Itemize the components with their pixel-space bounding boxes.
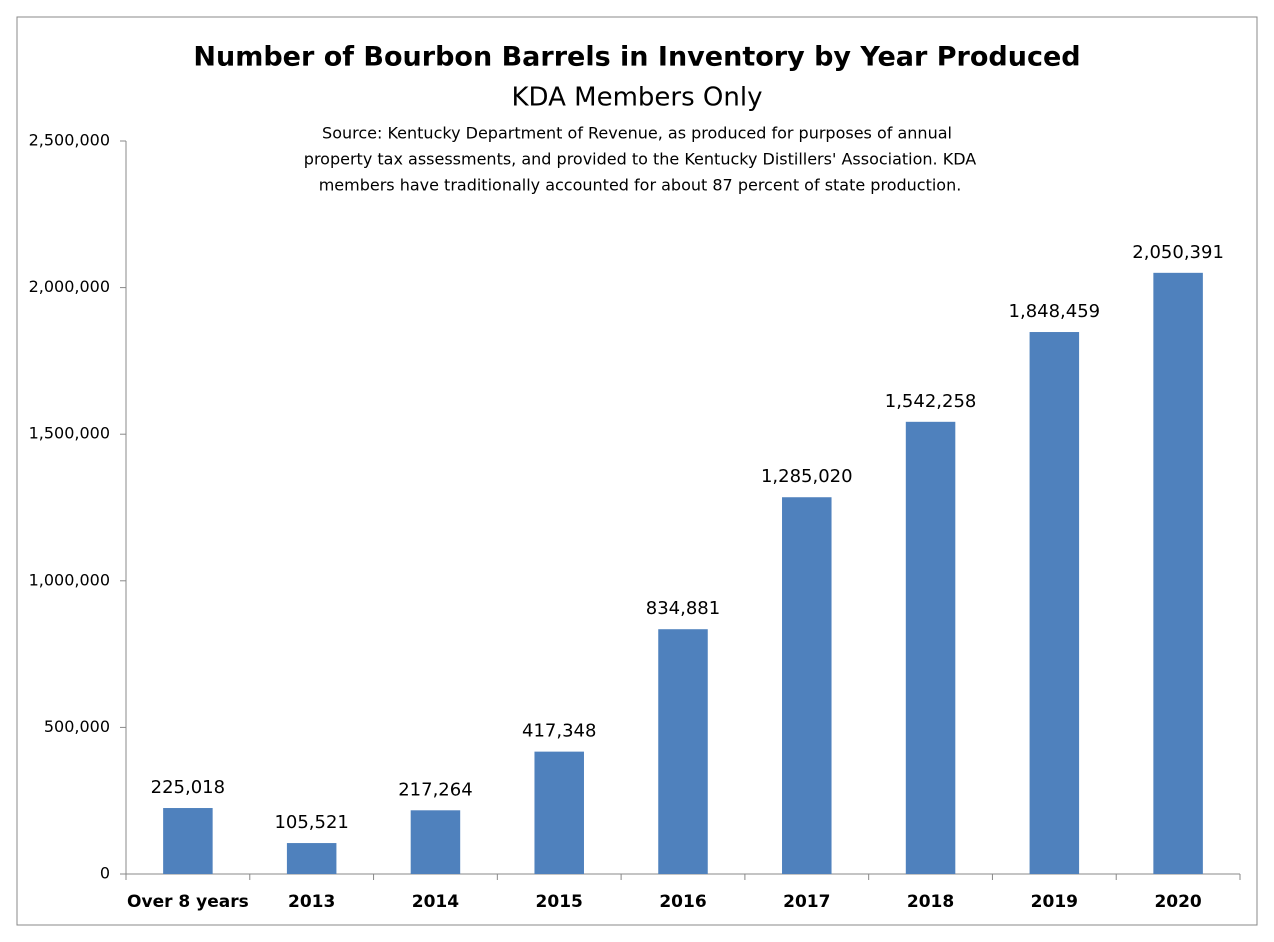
bar xyxy=(658,629,708,874)
chart-subtitle: KDA Members Only xyxy=(512,83,763,113)
data-label: 105,521 xyxy=(274,812,348,833)
data-label: 834,881 xyxy=(646,598,720,619)
x-tick-label: 2014 xyxy=(412,892,459,912)
data-label: 1,285,020 xyxy=(761,466,853,487)
data-label: 417,348 xyxy=(522,721,596,742)
x-tick-label: 2019 xyxy=(1031,892,1078,912)
x-tick-label: 2017 xyxy=(783,892,830,912)
data-label: 217,264 xyxy=(398,779,472,800)
bar xyxy=(410,810,461,874)
x-tick-label: 2013 xyxy=(288,892,335,912)
chart-title: Number of Bourbon Barrels in Inventory b… xyxy=(193,42,1080,73)
bar xyxy=(534,751,584,874)
y-tick-label: 500,000 xyxy=(44,717,110,736)
data-label: 2,050,391 xyxy=(1132,242,1224,263)
y-tick-label: 1,000,000 xyxy=(29,570,110,589)
y-tick-label: 1,500,000 xyxy=(29,424,110,443)
bar xyxy=(1153,272,1203,875)
bar xyxy=(782,497,832,874)
x-tick-label: 2016 xyxy=(659,892,706,912)
source-note: property tax assessments, and provided t… xyxy=(304,150,976,169)
y-tick-label: 2,500,000 xyxy=(29,131,110,150)
x-tick-label: 2018 xyxy=(907,892,954,912)
bar xyxy=(1029,332,1080,874)
data-label: 1,848,459 xyxy=(1009,301,1101,322)
bar xyxy=(905,421,956,874)
y-tick-label: 2,000,000 xyxy=(29,277,110,296)
source-note: Source: Kentucky Department of Revenue, … xyxy=(322,124,952,143)
x-tick-label: 2020 xyxy=(1154,892,1201,912)
bar xyxy=(163,808,213,874)
y-tick-label: 0 xyxy=(100,864,110,883)
bar xyxy=(286,843,337,874)
data-label: 1,542,258 xyxy=(885,391,977,412)
data-label: 225,018 xyxy=(151,777,225,798)
x-tick-label: 2015 xyxy=(536,892,583,912)
x-tick-label: Over 8 years xyxy=(127,892,249,912)
source-note: members have traditionally accounted for… xyxy=(319,176,962,195)
